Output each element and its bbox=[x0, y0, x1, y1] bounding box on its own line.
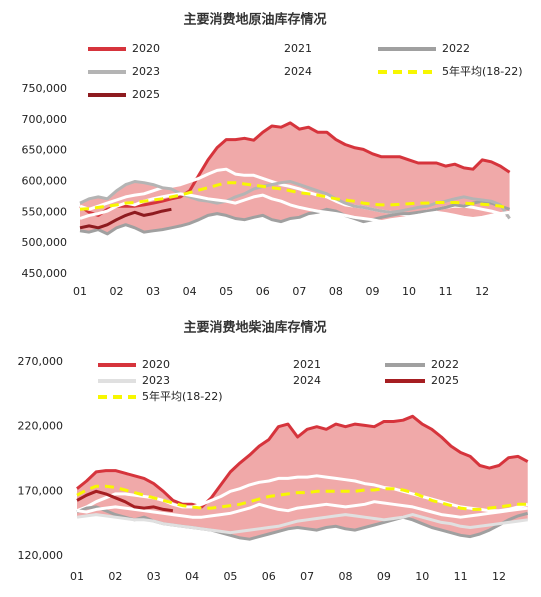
y-tick-label: 170,000 bbox=[18, 484, 64, 497]
series-line bbox=[76, 500, 528, 519]
x-tick-label: 01 bbox=[73, 285, 87, 298]
y-tick-label: 450,000 bbox=[22, 267, 68, 280]
legend-label: 2025 bbox=[431, 374, 459, 387]
series-line bbox=[76, 414, 529, 509]
legend-label: 2021 bbox=[284, 42, 312, 55]
legend-label: 2022 bbox=[431, 358, 459, 371]
legend-label: 2021 bbox=[293, 358, 321, 371]
y-tick-label: 220,000 bbox=[18, 420, 64, 433]
x-tick-label: 07 bbox=[292, 285, 306, 298]
x-tick-label: 09 bbox=[365, 285, 379, 298]
x-tick-label: 03 bbox=[147, 570, 161, 583]
x-tick-label: 03 bbox=[146, 285, 160, 298]
x-tick-label: 09 bbox=[377, 570, 391, 583]
x-tick-label: 05 bbox=[223, 570, 237, 583]
x-tick-label: 01 bbox=[70, 570, 84, 583]
y-tick-label: 600,000 bbox=[22, 175, 68, 188]
x-tick-label: 12 bbox=[475, 285, 489, 298]
x-tick-label: 08 bbox=[329, 285, 343, 298]
x-tick-label: 02 bbox=[110, 285, 124, 298]
x-tick-label: 05 bbox=[219, 285, 233, 298]
series-line bbox=[79, 192, 510, 224]
x-tick-label: 11 bbox=[439, 285, 453, 298]
series-line bbox=[79, 181, 510, 211]
y-tick-label: 500,000 bbox=[22, 236, 68, 249]
y-tick-label: 550,000 bbox=[22, 205, 68, 218]
x-tick-label: 06 bbox=[262, 570, 276, 583]
range-band bbox=[80, 122, 510, 234]
legend-label: 2025 bbox=[132, 88, 160, 101]
x-tick-label: 11 bbox=[454, 570, 468, 583]
legend-label: 5年平均(18-22) bbox=[142, 389, 223, 403]
x-tick-label: 08 bbox=[339, 570, 353, 583]
series-line bbox=[79, 207, 172, 230]
legend-label: 2023 bbox=[142, 374, 170, 387]
legend-label: 2024 bbox=[293, 374, 321, 387]
legend-label: 2022 bbox=[442, 42, 470, 55]
series-line bbox=[76, 513, 528, 535]
x-tick-label: 06 bbox=[256, 285, 270, 298]
series-line bbox=[76, 489, 174, 513]
y-tick-label: 650,000 bbox=[22, 144, 68, 157]
x-tick-label: 04 bbox=[183, 285, 197, 298]
legend-label: 5年平均(18-22) bbox=[442, 64, 523, 78]
legend-label: 2020 bbox=[132, 42, 160, 55]
series-line bbox=[76, 484, 528, 511]
x-tick-label: 04 bbox=[185, 570, 199, 583]
y-tick-label: 700,000 bbox=[22, 113, 68, 126]
series-line bbox=[79, 199, 511, 236]
y-tick-label: 750,000 bbox=[22, 82, 68, 95]
x-tick-label: 12 bbox=[492, 570, 506, 583]
y-tick-label: 120,000 bbox=[18, 549, 64, 562]
chart-title: 主要消费地原油库存情况 bbox=[183, 12, 326, 28]
x-tick-label: 10 bbox=[402, 285, 416, 298]
legend-label: 2020 bbox=[142, 358, 170, 371]
x-tick-label: 10 bbox=[415, 570, 429, 583]
x-tick-label: 07 bbox=[300, 570, 314, 583]
chart-title: 主要消费地柴油库存情况 bbox=[183, 320, 326, 336]
x-tick-label: 02 bbox=[108, 570, 122, 583]
y-tick-label: 270,000 bbox=[18, 355, 64, 368]
series-line bbox=[79, 121, 511, 217]
legend-label: 2024 bbox=[284, 65, 312, 78]
legend-label: 2023 bbox=[132, 65, 160, 78]
